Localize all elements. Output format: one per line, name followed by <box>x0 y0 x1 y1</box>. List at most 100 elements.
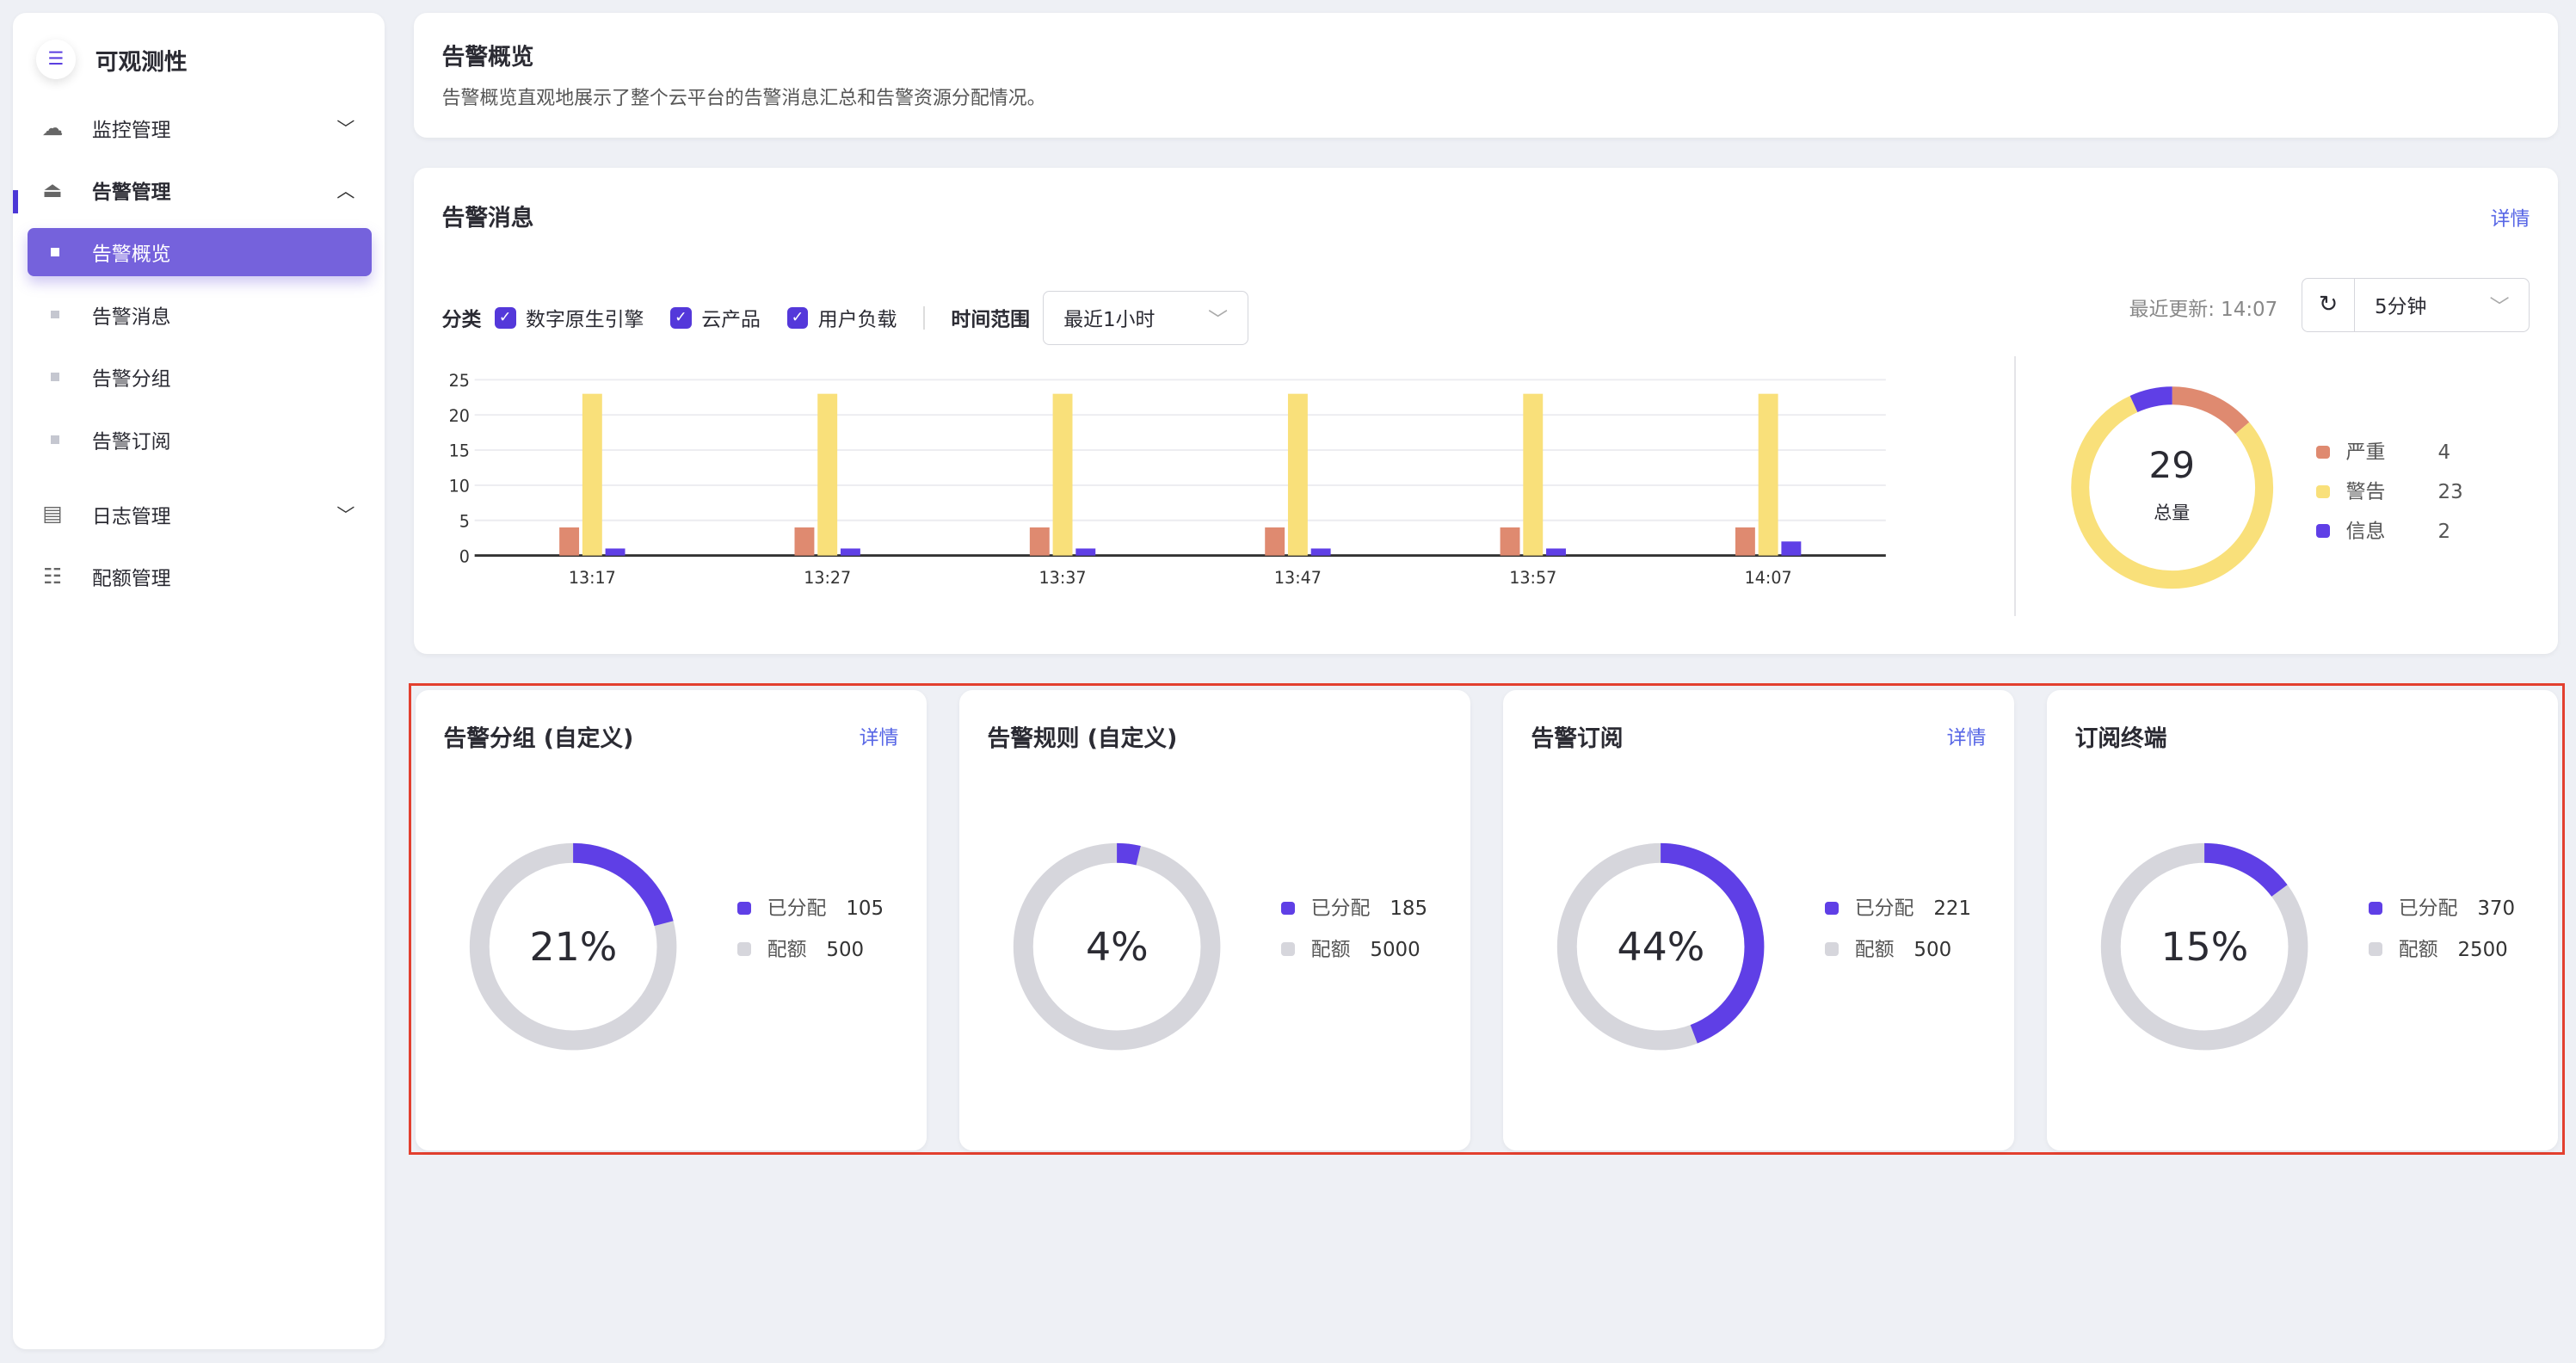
checkbox-cloud-native[interactable]: ✓ <box>494 307 516 329</box>
sidebar-item-label: 监控管理 <box>91 119 171 142</box>
chevron-down-icon: ﹀ <box>336 118 355 139</box>
y-tick-label: 20 <box>449 406 470 426</box>
bar-critical <box>1735 527 1756 556</box>
y-tick-label: 0 <box>459 546 470 566</box>
legend-swatch <box>1825 901 1839 915</box>
legend-swatch <box>2369 942 2382 956</box>
bar-critical <box>1265 527 1285 556</box>
divider <box>922 306 925 330</box>
detail-link[interactable]: 详情 <box>1946 727 1987 750</box>
quota-percent: 44% <box>1617 922 1705 970</box>
checkbox-user-workload[interactable]: ✓ <box>786 307 809 329</box>
quota-legend: 已分配 105 配额 500 <box>737 889 884 971</box>
legend-swatch <box>2316 484 2330 498</box>
y-tick-label: 10 <box>449 476 470 496</box>
sidebar-item-alerts[interactable]: ⏏ 告警管理 ︿ <box>13 166 385 215</box>
sidebar-subitem-alert-overview[interactable]: 告警概览 <box>28 228 372 276</box>
bullet-icon <box>51 310 59 319</box>
legend-label: 配额 <box>2398 938 2438 961</box>
log-settings-icon: ▤ <box>42 501 63 527</box>
donut-legend: 严重 4 警告 23 信息 2 <box>2316 434 2463 552</box>
quota-donut <box>470 842 677 1051</box>
sidebar-subitem-alert-subscriptions[interactable]: 告警订阅 <box>28 416 371 463</box>
sidebar-item-label: 告警分组 <box>91 368 171 392</box>
sidebar-subitem-alert-messages[interactable]: 告警消息 <box>28 291 371 338</box>
legend-value: 23 <box>2437 480 2463 503</box>
refresh-icon[interactable]: ↻ <box>2302 278 2356 331</box>
quota-donut <box>1557 842 1765 1051</box>
time-range-label: 时间范围 <box>951 309 1031 332</box>
chevron-down-icon: ﹀ <box>336 504 355 526</box>
detail-link[interactable]: 详情 <box>859 727 899 750</box>
time-range-value: 最近1小时 <box>1063 309 1156 332</box>
legend-value: 2 <box>2437 520 2451 543</box>
sidebar-item-monitoring[interactable]: ☁ 监控管理 ﹀ <box>13 103 385 152</box>
legend-item: 严重 4 <box>2316 434 2462 473</box>
quota-card: 订阅终端 15% 已分配 370 配额 2500 <box>2047 689 2558 1150</box>
sidebar-item-label: 日志管理 <box>91 505 171 528</box>
checkbox-cloud-product[interactable]: ✓ <box>669 307 692 329</box>
donut-slice-warning <box>2070 386 2273 589</box>
section-title: 告警消息 <box>441 205 534 232</box>
chevron-down-icon: ﹀ <box>1208 309 1229 332</box>
quota-value: 2500 <box>2457 938 2508 961</box>
sidebar-item-label: 配额管理 <box>91 568 171 591</box>
bar-critical <box>794 527 815 556</box>
checkbox-label: 云产品 <box>701 309 761 332</box>
menu-fold-icon[interactable]: ☰ <box>35 39 76 79</box>
legend-value: 4 <box>2437 441 2451 465</box>
x-tick-label: 13:47 <box>1274 568 1322 588</box>
y-tick-label: 15 <box>449 441 470 460</box>
legend-label: 配额 <box>767 938 807 961</box>
bar-warning <box>1758 393 1778 556</box>
bar-warning <box>817 393 838 556</box>
bar-critical <box>1500 527 1520 556</box>
legend-label: 配额 <box>1854 938 1895 961</box>
quota-ring <box>1014 842 1221 1051</box>
sidebar-item-logs[interactable]: ▤ 日志管理 ﹀ <box>13 490 385 539</box>
sidebar: ☰ 可观测性 ☁ 监控管理 ﹀ ⏏ 告警管理 ︿ 告警概览 告警消息 告警分组 … <box>13 13 385 1349</box>
time-range-select[interactable]: 最近1小时 ﹀ <box>1043 290 1248 345</box>
refresh-interval-select[interactable]: 5分钟 <box>2375 296 2427 319</box>
bar-warning <box>582 393 602 556</box>
sidebar-item-label: 告警管理 <box>91 182 171 205</box>
x-tick-label: 13:37 <box>1039 568 1087 588</box>
page-description: 告警概览直观地展示了整个云平台的告警消息汇总和告警资源分配情况。 <box>441 88 1046 110</box>
bar-warning <box>1523 393 1544 556</box>
category-label: 分类 <box>441 309 482 332</box>
quota-card-title: 告警规则 (自定义) <box>987 725 1178 753</box>
legend-swatch <box>2316 524 2330 538</box>
detail-link[interactable]: 详情 <box>2490 207 2530 231</box>
legend-label: 已分配 <box>1310 897 1371 920</box>
legend-swatch <box>1281 942 1295 956</box>
bar-critical <box>1030 527 1050 556</box>
quota-donut <box>1014 842 1221 1051</box>
x-tick-label: 13:27 <box>804 568 851 588</box>
active-marker <box>13 190 18 214</box>
bar-warning <box>1288 393 1309 556</box>
bar-info <box>605 548 626 556</box>
bar-info <box>841 548 861 556</box>
legend-swatch <box>1281 901 1295 915</box>
checkbox-label: 数字原生引擎 <box>525 309 644 332</box>
total-value: 29 <box>2148 443 2195 486</box>
legend-swatch <box>737 942 751 956</box>
alert-bar-chart: 0 5 10 15 20 25 13:17 13:27 13:37 13:47 13:57 14:07 <box>449 371 1886 588</box>
legend-swatch <box>2369 901 2382 915</box>
x-tick-label: 13:17 <box>569 568 616 588</box>
x-tick-label: 14:07 <box>1745 568 1792 588</box>
bar-critical <box>559 527 580 556</box>
legend-item: 警告 23 <box>2316 473 2463 513</box>
quota-card-title: 订阅终端 <box>2074 725 2167 753</box>
legend-label: 已分配 <box>2398 897 2458 920</box>
overview-header: 告警概览 告警概览直观地展示了整个云平台的告警消息汇总和告警资源分配情况。 <box>414 13 2558 139</box>
sidebar-item-quota[interactable]: ☷ 配额管理 <box>13 552 385 601</box>
quota-percent: 21% <box>529 922 618 970</box>
donut-slice-info <box>2070 386 2273 589</box>
sidebar-subitem-alert-groups[interactable]: 告警分组 <box>28 354 371 401</box>
alarm-icon: ⏏ <box>42 177 63 203</box>
legend-swatch <box>2316 445 2330 459</box>
alert-messages-card: 告警消息 详情 分类 ✓ 数字原生引擎 ✓ 云产品 ✓ 用户负载 时间范围 最近1小时… <box>414 167 2558 654</box>
sidebar-item-label: 告警消息 <box>91 305 171 329</box>
quota-value: 500 <box>826 938 865 961</box>
